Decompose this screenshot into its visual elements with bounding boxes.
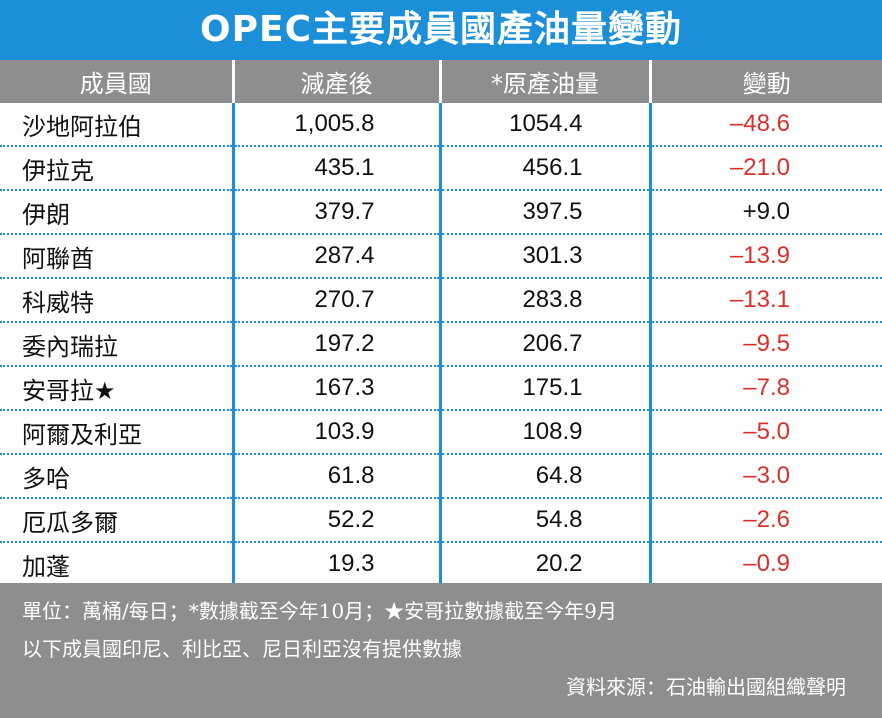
table-cell: 64.8	[440, 454, 652, 499]
header-row: 成員國 減產後 *原產油量 變動	[0, 60, 882, 103]
member-name: 加蓬	[0, 542, 235, 587]
table-cell: 20.2	[440, 542, 652, 587]
table-cell: –21.0	[650, 146, 882, 191]
table-cell: 206.7	[440, 322, 652, 367]
table-cell: –0.9	[650, 542, 882, 587]
member-name: 阿聯酋	[0, 234, 235, 279]
table-cell: –48.6	[650, 103, 882, 147]
table-cell: 270.7	[233, 278, 442, 323]
title: OPEC主要成員國產油量變動	[0, 0, 882, 60]
table-row: 加蓬 19.3 20.2 –0.9	[0, 542, 882, 587]
member-name: 伊拉克	[0, 146, 235, 191]
table-cell: –7.8	[650, 366, 882, 411]
table-cell: 19.3	[233, 542, 442, 587]
table-cell: 61.8	[233, 454, 442, 499]
table-cell: –3.0	[650, 454, 882, 499]
table-cell: 1054.4	[440, 103, 652, 147]
table-row: 伊拉克 435.1 456.1 –21.0	[0, 146, 882, 191]
table-cell: 301.3	[440, 234, 652, 279]
table-row: 委內瑞拉 197.2 206.7 –9.5	[0, 322, 882, 367]
table-cell: 435.1	[233, 146, 442, 191]
table-cell: +9.0	[650, 190, 882, 235]
member-name: 多哈	[0, 454, 235, 499]
member-name: 安哥拉★	[0, 366, 235, 411]
data-table: 成員國 減產後 *原產油量 變動 沙地阿拉伯 1,005.8 1054.4 –48.6 伊拉克…	[0, 60, 882, 587]
table-row: 多哈 61.8 64.8 –3.0	[0, 454, 882, 499]
table-row: 阿爾及利亞 103.9 108.9 –5.0	[0, 410, 882, 455]
table-cell: –9.5	[650, 322, 882, 367]
column-header: *原產油量	[440, 60, 652, 103]
note: 以下成員國印尼、利比亞、尼日利亞沒有提供數據	[22, 637, 462, 661]
table-cell: –13.1	[650, 278, 882, 323]
table-cell: 283.8	[440, 278, 652, 323]
table-body: 沙地阿拉伯 1,005.8 1054.4 –48.6 伊拉克 435.1 456.1 –21.…	[0, 103, 882, 587]
member-name: 厄瓜多爾	[0, 498, 235, 543]
table-cell: 54.8	[440, 498, 652, 543]
table-cell: 167.3	[233, 366, 442, 411]
table-row: 安哥拉★ 167.3 175.1 –7.8	[0, 366, 882, 411]
table-cell: 175.1	[440, 366, 652, 411]
table-cell: –5.0	[650, 410, 882, 455]
table-row: 厄瓜多爾 52.2 54.8 –2.6	[0, 498, 882, 543]
table-cell: 52.2	[233, 498, 442, 543]
table-cell: 379.7	[233, 190, 442, 235]
table-row: 科威特 270.7 283.8 –13.1	[0, 278, 882, 323]
table-row: 沙地阿拉伯 1,005.8 1054.4 –48.6	[0, 103, 882, 147]
table-cell: 197.2	[233, 322, 442, 367]
column-header: 減產後	[233, 60, 442, 103]
table-cell: 1,005.8	[233, 103, 442, 147]
table-cell: –13.9	[650, 234, 882, 279]
table-row: 阿聯酋 287.4 301.3 –13.9	[0, 234, 882, 279]
column-header: 變動	[650, 60, 882, 103]
member-name: 阿爾及利亞	[0, 410, 235, 455]
table-cell: 287.4	[233, 234, 442, 279]
note: 單位：萬桶/每日；*數據截至今年10月；★安哥拉數據截至今年9月	[22, 599, 617, 623]
member-name: 沙地阿拉伯	[0, 103, 235, 147]
table-cell: 456.1	[440, 146, 652, 191]
table-row: 伊朗 379.7 397.5 +9.0	[0, 190, 882, 235]
column-header: 成員國	[0, 60, 235, 103]
member-name: 委內瑞拉	[0, 322, 235, 367]
table-cell: 103.9	[233, 410, 442, 455]
table-cell: 397.5	[440, 190, 652, 235]
footer: 單位：萬桶/每日；*數據截至今年10月；★安哥拉數據截至今年9月 以下成員國印尼…	[0, 583, 882, 718]
member-name: 科威特	[0, 278, 235, 323]
source: 資料來源：石油輸出國組織聲明	[566, 675, 846, 699]
member-name: 伊朗	[0, 190, 235, 235]
table-cell: 108.9	[440, 410, 652, 455]
table-cell: –2.6	[650, 498, 882, 543]
